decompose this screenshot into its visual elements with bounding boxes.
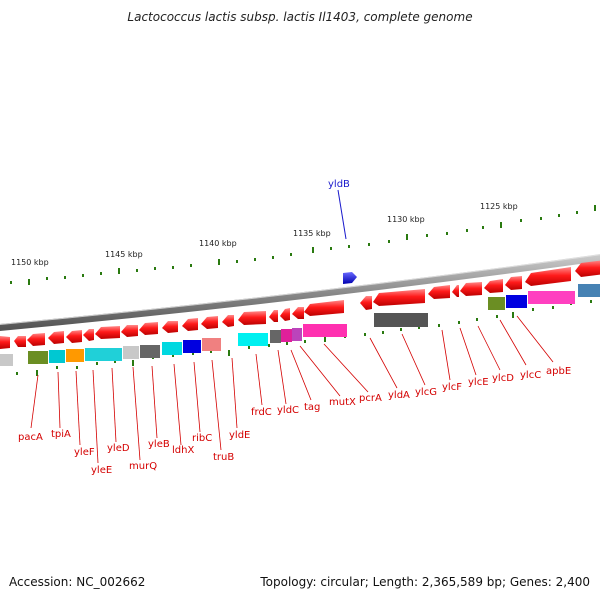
gene-label: ylcG <box>415 387 437 398</box>
scale-label: 1125 kbp <box>480 202 518 211</box>
gene-label: yldE <box>229 430 250 441</box>
gene-label: pacA <box>18 432 43 443</box>
gene-label: ribC <box>192 433 212 444</box>
gene-label: ylcD <box>492 373 514 384</box>
gene-label: frdC <box>251 407 272 418</box>
gene-label: yleB <box>148 439 170 450</box>
gene-arrow-yldB <box>343 272 357 284</box>
genome-backbone <box>0 254 600 332</box>
label-leaders <box>30 315 554 464</box>
gene-label: truB <box>213 452 234 463</box>
feature-track <box>0 284 600 366</box>
gene-label: murQ <box>129 461 157 472</box>
gene-label-yldB: yldB <box>328 179 350 190</box>
scale-label: 1150 kbp <box>11 258 49 267</box>
gene-arrows <box>0 260 600 349</box>
gene-label: yleF <box>74 447 95 458</box>
gene-label: yldC <box>277 405 299 416</box>
gene-label: tpiA <box>51 429 71 440</box>
gene-label: yleE <box>91 465 112 476</box>
scale-label: 1130 kbp <box>387 215 425 224</box>
gene-label: ylcF <box>442 382 462 393</box>
genome-summary-text: Topology: circular; Length: 2,365,589 bp… <box>260 575 590 589</box>
scale-label: 1135 kbp <box>293 229 331 238</box>
accession-text: Accession: NC_002662 <box>9 575 146 589</box>
gene-label: yldA <box>388 390 410 401</box>
gene-label: ldhX <box>172 445 194 456</box>
gene-label: yleD <box>107 443 130 454</box>
genome-title: Lactococcus lactis subsp. lactis Il1403,… <box>127 10 473 24</box>
gene-label: ylcE <box>468 377 489 388</box>
scale-track <box>10 205 596 376</box>
gene-label: pcrA <box>359 393 382 404</box>
gene-label: apbE <box>546 366 571 377</box>
gene-label: mutX <box>329 397 356 408</box>
gene-label: tag <box>304 402 320 413</box>
scale-label: 1140 kbp <box>199 239 237 248</box>
gene-label: ylcC <box>520 370 541 381</box>
scale-label: 1145 kbp <box>105 250 143 259</box>
